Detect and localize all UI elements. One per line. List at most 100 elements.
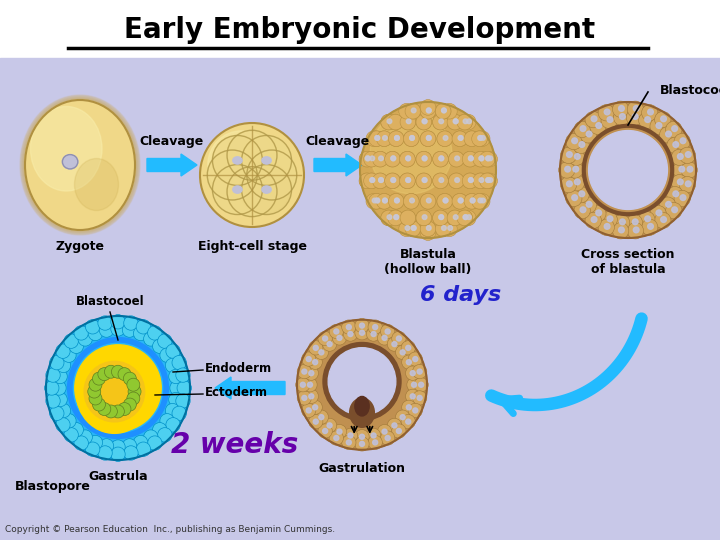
Circle shape xyxy=(343,327,358,341)
Circle shape xyxy=(366,131,382,146)
Circle shape xyxy=(355,430,369,444)
Circle shape xyxy=(449,173,464,188)
Circle shape xyxy=(613,222,629,239)
Circle shape xyxy=(377,193,392,209)
Circle shape xyxy=(392,342,397,347)
Ellipse shape xyxy=(25,100,135,230)
Circle shape xyxy=(416,210,431,226)
Circle shape xyxy=(309,394,314,399)
Circle shape xyxy=(410,136,415,140)
Text: 2 weeks: 2 weeks xyxy=(171,431,299,459)
Circle shape xyxy=(406,178,410,183)
Ellipse shape xyxy=(21,96,139,234)
Circle shape xyxy=(437,193,453,209)
Circle shape xyxy=(642,219,658,235)
Circle shape xyxy=(89,435,103,450)
Circle shape xyxy=(488,178,492,183)
Circle shape xyxy=(397,429,401,434)
Circle shape xyxy=(377,193,392,209)
Circle shape xyxy=(406,346,410,350)
Circle shape xyxy=(387,418,402,433)
Circle shape xyxy=(673,191,679,197)
Circle shape xyxy=(632,114,638,119)
Circle shape xyxy=(416,151,431,167)
Circle shape xyxy=(648,224,653,230)
Circle shape xyxy=(55,417,70,432)
Circle shape xyxy=(88,385,101,398)
Circle shape xyxy=(639,212,655,228)
Circle shape xyxy=(312,405,318,410)
Circle shape xyxy=(473,173,488,188)
Circle shape xyxy=(385,329,390,334)
Circle shape xyxy=(650,118,666,134)
Circle shape xyxy=(678,154,683,159)
Circle shape xyxy=(170,381,184,395)
Text: Cleavage: Cleavage xyxy=(140,135,204,148)
Circle shape xyxy=(470,198,475,203)
Circle shape xyxy=(400,210,415,226)
Circle shape xyxy=(309,415,323,429)
Circle shape xyxy=(309,341,323,355)
Circle shape xyxy=(297,391,312,405)
Circle shape xyxy=(99,438,114,453)
Circle shape xyxy=(391,178,395,183)
Circle shape xyxy=(478,136,482,140)
Circle shape xyxy=(459,198,463,203)
Circle shape xyxy=(405,389,420,403)
Circle shape xyxy=(673,141,679,147)
Circle shape xyxy=(370,178,374,183)
Circle shape xyxy=(464,131,480,146)
Circle shape xyxy=(208,131,275,198)
Circle shape xyxy=(410,394,415,399)
Circle shape xyxy=(413,356,418,362)
Circle shape xyxy=(308,400,323,415)
Circle shape xyxy=(413,408,418,413)
Circle shape xyxy=(143,332,158,346)
Circle shape xyxy=(441,226,446,231)
Circle shape xyxy=(579,191,585,197)
Circle shape xyxy=(391,156,395,161)
Circle shape xyxy=(302,403,316,417)
Circle shape xyxy=(416,114,431,130)
Circle shape xyxy=(417,369,422,374)
Circle shape xyxy=(460,210,476,226)
Circle shape xyxy=(674,190,690,207)
Text: Early Embryonic Development: Early Embryonic Development xyxy=(125,16,595,44)
Circle shape xyxy=(426,108,431,113)
Circle shape xyxy=(566,133,582,150)
Circle shape xyxy=(679,166,685,172)
Circle shape xyxy=(588,131,667,210)
Circle shape xyxy=(422,156,427,161)
Text: 6 days: 6 days xyxy=(420,285,501,305)
Circle shape xyxy=(329,431,343,445)
Circle shape xyxy=(52,381,66,395)
Circle shape xyxy=(124,446,138,460)
Circle shape xyxy=(661,116,667,122)
Circle shape xyxy=(405,103,420,119)
Circle shape xyxy=(395,410,410,424)
Circle shape xyxy=(405,226,410,231)
Circle shape xyxy=(309,370,314,376)
Circle shape xyxy=(359,323,364,328)
Circle shape xyxy=(168,393,183,407)
Circle shape xyxy=(626,214,642,231)
Bar xyxy=(0,0,720,58)
Circle shape xyxy=(122,438,137,453)
Circle shape xyxy=(323,418,337,433)
Circle shape xyxy=(166,358,180,373)
Circle shape xyxy=(98,403,111,416)
Circle shape xyxy=(574,122,590,138)
Circle shape xyxy=(462,151,478,167)
Circle shape xyxy=(384,173,400,188)
Circle shape xyxy=(407,377,421,392)
Circle shape xyxy=(439,215,444,219)
Circle shape xyxy=(447,114,463,130)
Circle shape xyxy=(666,122,682,138)
Circle shape xyxy=(391,178,395,183)
Text: Zygote: Zygote xyxy=(55,240,104,253)
Circle shape xyxy=(452,131,468,146)
Circle shape xyxy=(333,330,346,345)
Circle shape xyxy=(375,198,379,203)
Circle shape xyxy=(176,368,190,382)
Circle shape xyxy=(402,355,416,369)
